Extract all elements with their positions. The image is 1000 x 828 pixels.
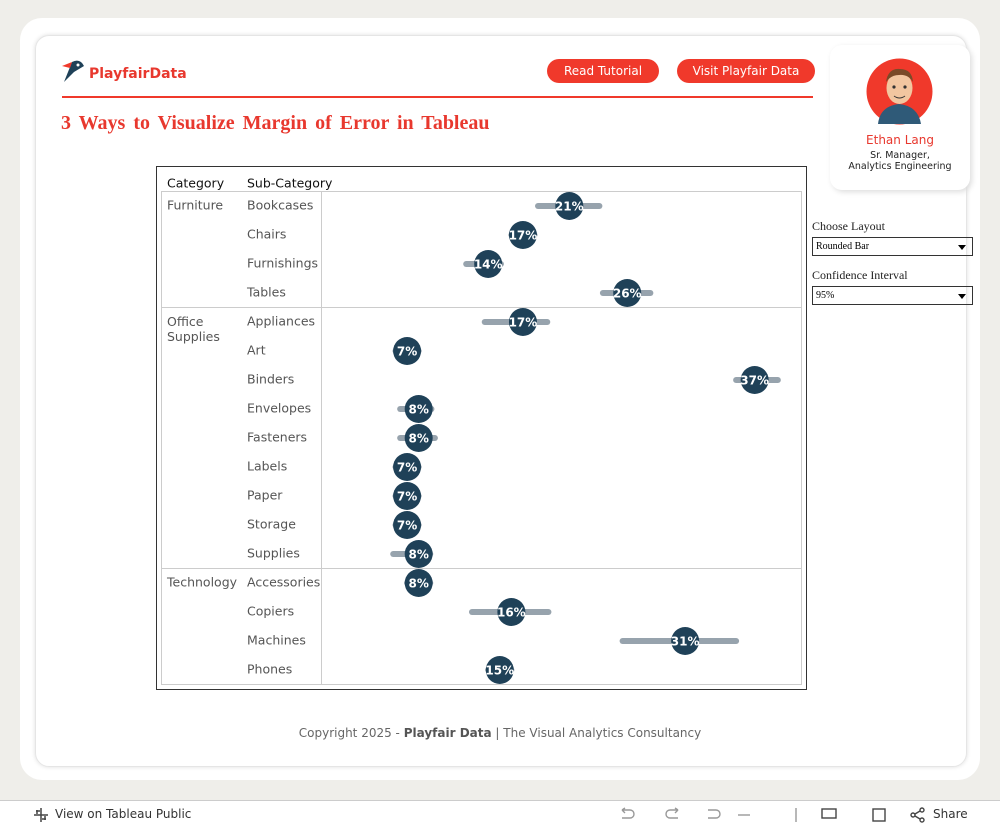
sub-category-label: Machines (247, 633, 306, 648)
dot (393, 511, 422, 539)
profile-role: Analytics Engineering (848, 161, 952, 172)
column-header: Category (167, 176, 225, 191)
data-label: 7% (397, 345, 417, 359)
toolbar-icons (621, 807, 886, 822)
sub-category-label: Tables (246, 285, 286, 300)
data-label: 17% (509, 229, 538, 243)
data-label: 15% (485, 664, 514, 678)
footer-text: | The Visual Analytics Consultancy (495, 726, 702, 740)
data-label: 26% (613, 287, 642, 301)
header-rule (62, 96, 813, 98)
dot (671, 627, 700, 655)
logo: PlayfairData (89, 66, 187, 82)
data-label: 16% (497, 606, 526, 620)
data-label: 7% (397, 461, 417, 475)
data-label: 8% (408, 432, 428, 446)
share-button[interactable]: Share (933, 807, 968, 821)
footer-text: Copyright 2025 - (298, 726, 404, 740)
chart-frame (156, 166, 807, 690)
dot (404, 540, 433, 568)
dot (474, 250, 503, 278)
dot (485, 656, 514, 684)
dot (497, 598, 526, 626)
data-label: 8% (408, 403, 428, 417)
dot (393, 453, 422, 481)
sub-category-label: Bookcases (247, 198, 313, 213)
sub-category-label: Appliances (247, 314, 315, 329)
sub-category-label: Accessories (247, 575, 320, 590)
sub-category-label: Supplies (247, 546, 300, 561)
data-label: 37% (740, 374, 769, 388)
dot (740, 366, 769, 394)
sub-category-label: Furnishings (247, 256, 318, 271)
dashboard-card (20, 18, 980, 780)
chart: Category Sub-Category Furniture Bookcases… (156, 166, 807, 690)
sub-category-label: Chairs (247, 227, 286, 242)
ci-select[interactable]: 95% (812, 286, 973, 305)
dot (613, 279, 642, 307)
control-label: Choose Layout (812, 219, 885, 233)
layout-select[interactable]: Rounded Bar (812, 237, 973, 256)
dot (393, 482, 422, 510)
dot (508, 308, 537, 336)
view-on-public[interactable]: View on Tableau Public (55, 807, 192, 821)
column-header: Sub-Category (247, 176, 333, 191)
dashboard-frame (35, 35, 967, 767)
read-tutorial-button[interactable]: Read Tutorial (547, 59, 659, 83)
dot (393, 337, 422, 365)
dot (555, 192, 584, 220)
logo-bird (62, 60, 84, 82)
sub-category-label: Paper (247, 488, 283, 503)
dot (404, 424, 433, 452)
dashboard-title: 3 Ways to Visualize Margin of Error in T… (61, 112, 490, 134)
sub-category-label: Phones (247, 662, 292, 677)
data-label: 14% (474, 258, 503, 272)
data-label: 7% (397, 519, 417, 533)
data-label: 8% (408, 548, 428, 562)
sub-category-label: Fasteners (247, 430, 307, 445)
share-icon (910, 807, 925, 823)
data-label: 8% (408, 577, 428, 591)
tableau-toolbar: View on Tableau Public Share (0, 800, 1000, 828)
footer: Copyright 2025 - Playfair Data | The Vis… (0, 726, 1000, 740)
sub-category-label: Labels (247, 459, 287, 474)
tableau-icon (34, 808, 48, 822)
sub-category-label: Binders (247, 372, 294, 387)
data-label: 31% (671, 635, 700, 649)
data-label: 17% (509, 316, 538, 330)
sub-category-label: Copiers (247, 604, 294, 619)
control-label: Confidence Interval (812, 268, 908, 282)
data-label: 21% (555, 200, 584, 214)
dot (404, 395, 433, 423)
visit-button[interactable]: Visit Playfair Data (677, 59, 815, 83)
dot (404, 569, 433, 597)
avatar (866, 58, 933, 125)
profile-name: Ethan Lang (866, 133, 934, 147)
category-label: Technology (166, 575, 238, 590)
profile-role: Sr. Manager, (870, 150, 930, 161)
sub-category-label: Envelopes (247, 401, 311, 416)
sub-category-label: Art (247, 343, 266, 358)
sub-category-label: Storage (247, 517, 296, 532)
footer-brand: Playfair Data (403, 726, 492, 740)
data-label: 7% (397, 490, 417, 504)
category-label: Office Supplies (167, 314, 220, 344)
category-label: Furniture (167, 198, 223, 213)
pane-frame (161, 191, 802, 685)
dot (508, 221, 537, 249)
